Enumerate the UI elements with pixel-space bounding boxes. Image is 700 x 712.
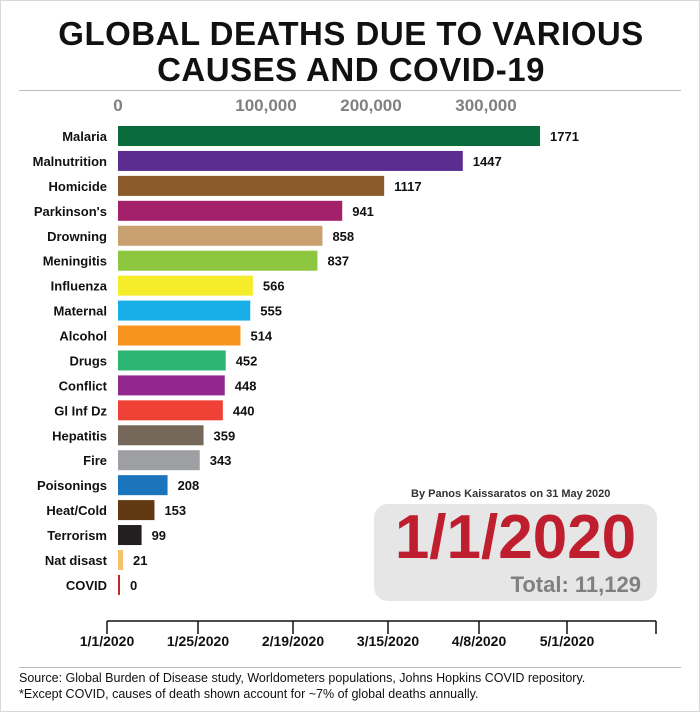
bar: [118, 375, 225, 396]
bar: [118, 400, 223, 421]
category-label: Poisonings: [37, 478, 107, 493]
x-tick-label: 300,000: [455, 96, 516, 115]
category-label: Parkinson's: [34, 204, 107, 219]
category-label: Homicide: [48, 179, 107, 194]
value-label: 837: [327, 254, 349, 269]
bar: [118, 574, 120, 595]
timeline-label: 1/25/2020: [167, 633, 229, 649]
bar: [118, 525, 142, 546]
x-tick-label: 100,000: [235, 96, 296, 115]
category-label: Terrorism: [47, 528, 107, 543]
timeline-label: 4/8/2020: [452, 633, 507, 649]
value-label: 208: [178, 478, 200, 493]
total-deaths: Total: 11,129: [510, 572, 641, 597]
timeline-label: 1/1/2020: [80, 633, 135, 649]
value-label: 514: [250, 329, 272, 344]
value-label: 21: [133, 553, 147, 568]
bar: [118, 200, 343, 221]
value-label: 452: [236, 353, 258, 368]
value-label: 941: [352, 204, 374, 219]
footnote-line: *Except COVID, causes of death shown acc…: [19, 687, 479, 701]
category-label: Meningitis: [43, 254, 107, 269]
category-label: Heat/Cold: [46, 503, 107, 518]
category-label: Fire: [83, 453, 107, 468]
chart-title: GLOBAL DEATHS DUE TO VARIOUS CAUSES AND …: [1, 15, 699, 88]
current-date: 1/1/2020: [394, 503, 637, 572]
timeline-label: 2/19/2020: [262, 633, 324, 649]
timeline-label: 3/15/2020: [357, 633, 419, 649]
category-label: Conflict: [59, 378, 108, 393]
value-label: 359: [214, 428, 236, 443]
bar: [118, 300, 251, 321]
bar: [118, 500, 155, 521]
category-label: Drugs: [69, 353, 107, 368]
x-tick-label: 0: [113, 96, 122, 115]
value-label: 153: [164, 503, 186, 518]
category-label: Gl Inf Dz: [54, 403, 107, 418]
date-box: 1/1/2020 Total: 11,129: [374, 504, 657, 601]
value-label: 343: [210, 453, 232, 468]
bar: [118, 126, 540, 146]
value-label: 1771: [550, 129, 579, 144]
value-label: 99: [152, 528, 166, 543]
bottom-divider: [19, 667, 681, 668]
category-label: Malaria: [62, 129, 108, 144]
category-label: Nat disast: [45, 553, 108, 568]
category-label: Alcohol: [59, 329, 107, 344]
value-label: 566: [263, 279, 285, 294]
bar: [118, 450, 200, 471]
bar: [118, 475, 168, 496]
category-label: Hepatitis: [52, 428, 107, 443]
byline: By Panos Kaissaratos on 31 May 2020: [411, 488, 611, 500]
value-label: 448: [235, 378, 257, 393]
value-label: 0: [130, 578, 137, 593]
top-divider: [19, 90, 681, 91]
category-label: Maternal: [54, 304, 107, 319]
title-line-1: GLOBAL DEATHS DUE TO VARIOUS: [58, 15, 644, 52]
bar: [118, 250, 318, 271]
title-line-2: CAUSES AND COVID-19: [157, 51, 545, 88]
bar: [118, 175, 385, 196]
category-label: COVID: [66, 578, 107, 593]
bar: [118, 350, 226, 371]
category-label: Influenza: [51, 279, 108, 294]
bar: [118, 275, 253, 296]
bar: [118, 549, 124, 570]
category-label: Drowning: [47, 229, 107, 244]
category-label: Malnutrition: [33, 154, 107, 169]
bar: [118, 150, 463, 171]
value-label: 1117: [394, 179, 422, 194]
value-label: 1447: [473, 154, 502, 169]
value-label: 555: [260, 304, 282, 319]
timeline-label: 5/1/2020: [540, 633, 595, 649]
bar: [118, 425, 204, 446]
source-line: Source: Global Burden of Disease study, …: [19, 671, 586, 685]
value-label: 858: [332, 229, 354, 244]
source-note: Source: Global Burden of Disease study, …: [19, 670, 585, 702]
value-label: 440: [233, 403, 255, 418]
bar: [118, 325, 241, 346]
bar: [118, 225, 323, 246]
x-tick-label: 200,000: [340, 96, 401, 115]
